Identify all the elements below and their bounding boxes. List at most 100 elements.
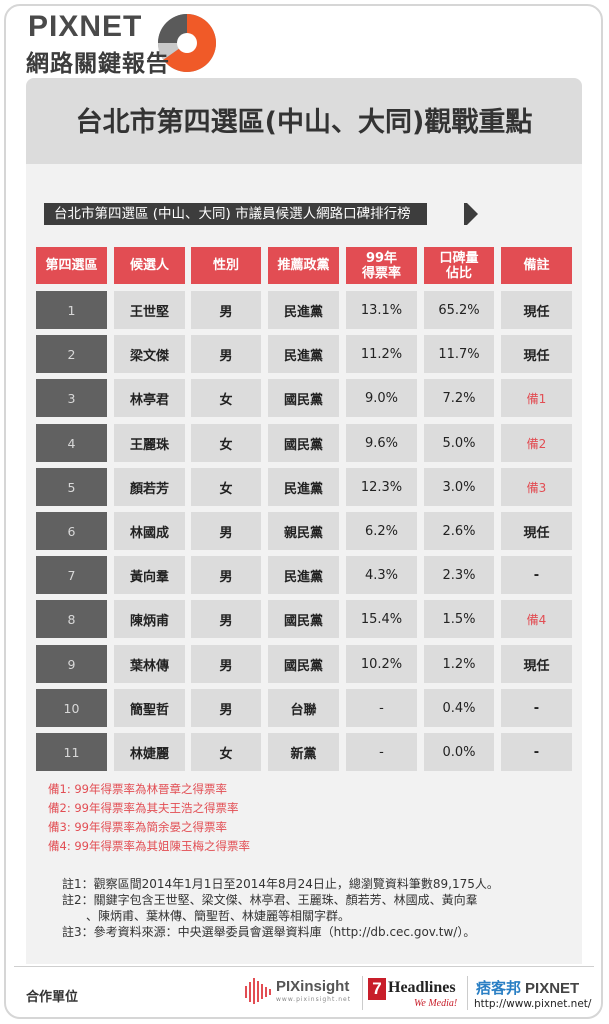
cell-vote-rate: -	[346, 689, 417, 727]
cell-vote-rate: 10.2%	[346, 645, 417, 683]
cell-party: 民進黨	[268, 291, 339, 329]
cell-candidate: 葉林傳	[114, 645, 185, 683]
cell-district: 8	[36, 600, 107, 638]
header-party: 推薦政黨	[268, 247, 339, 284]
cell-party: 國民黨	[268, 645, 339, 683]
cell-gender: 女	[191, 468, 261, 506]
cell-candidate: 王世堅	[114, 291, 185, 329]
cell-candidate: 王麗珠	[114, 424, 185, 462]
cell-district: 6	[36, 512, 107, 550]
pixinsight-logo: PIXinsight	[276, 978, 350, 995]
header-district: 第四選區	[36, 247, 107, 284]
cell-district: 2	[36, 335, 107, 373]
bei-note-2: 備2: 99年得票率為其夫王浩之得票率	[48, 801, 239, 815]
cell-vote-rate: 9.0%	[346, 379, 417, 417]
cell-share: 2.6%	[424, 512, 494, 550]
pixnet-logo-text: PIXNET	[28, 10, 143, 43]
cell-candidate: 林亭君	[114, 379, 185, 417]
cell-remark: 備3	[501, 468, 572, 506]
cell-vote-rate: 9.6%	[346, 424, 417, 462]
footnote-2-cont: 、陳炳甫、葉林傳、簡聖哲、林婕麗等相關字群。	[62, 909, 351, 923]
cell-gender: 女	[191, 379, 261, 417]
cell-remark: 現任	[501, 645, 572, 683]
cell-party: 國民黨	[268, 424, 339, 462]
cell-candidate: 林婕麗	[114, 733, 185, 771]
cell-share: 1.2%	[424, 645, 494, 683]
cell-share: 3.0%	[424, 468, 494, 506]
header-vote-rate-label: 99年 得票率	[361, 250, 401, 281]
cell-district: 9	[36, 645, 107, 683]
cell-vote-rate: 6.2%	[346, 512, 417, 550]
header-vote-rate: 99年 得票率	[346, 247, 417, 284]
table-subtitle: 台北市第四選區 (中山、大同) 市議員候選人網路口碑排行榜	[44, 203, 427, 225]
pixnet-brand: 痞客邦 PIXNET	[476, 977, 579, 998]
pixnet-url: http://www.pixnet.net/	[474, 998, 592, 1010]
partner-label: 合作單位	[26, 990, 79, 1005]
cell-district: 5	[36, 468, 107, 506]
header-candidate: 候選人	[114, 247, 185, 284]
cell-gender: 女	[191, 424, 261, 462]
cell-vote-rate: 4.3%	[346, 556, 417, 594]
cell-gender: 女	[191, 733, 261, 771]
cell-party: 民進黨	[268, 556, 339, 594]
cell-share: 5.0%	[424, 424, 494, 462]
cell-candidate: 梁文傑	[114, 335, 185, 373]
cell-district: 1	[36, 291, 107, 329]
cell-party: 民進黨	[268, 335, 339, 373]
cell-vote-rate: 12.3%	[346, 468, 417, 506]
pixnet-brand-cn: 痞客邦	[476, 979, 522, 997]
cell-gender: 男	[191, 689, 261, 727]
cell-candidate: 顏若芳	[114, 468, 185, 506]
cell-remark: 備4	[501, 600, 572, 638]
subtitle-arrow-icon	[464, 203, 478, 225]
cell-share: 0.0%	[424, 733, 494, 771]
cell-district: 10	[36, 689, 107, 727]
cell-vote-rate: 11.2%	[346, 335, 417, 373]
cell-remark: 現任	[501, 291, 572, 329]
cell-remark: 備1	[501, 379, 572, 417]
cell-gender: 男	[191, 512, 261, 550]
cell-remark: -	[501, 689, 572, 727]
cell-district: 11	[36, 733, 107, 771]
cell-candidate: 林國成	[114, 512, 185, 550]
cell-district: 4	[36, 424, 107, 462]
cell-party: 親民黨	[268, 512, 339, 550]
cell-gender: 男	[191, 645, 261, 683]
headlines-logo: Headlines	[388, 979, 456, 996]
bei-note-1: 備1: 99年得票率為林晉章之得票率	[48, 782, 227, 796]
header-share: 口碑量 佔比	[424, 247, 494, 284]
cell-remark: -	[501, 556, 572, 594]
cell-remark: -	[501, 733, 572, 771]
footer-divider-2	[467, 976, 468, 1010]
cell-vote-rate: -	[346, 733, 417, 771]
cell-share: 11.7%	[424, 335, 494, 373]
cell-remark: 備2	[501, 424, 572, 462]
title-banner: 台北市第四選區(中山、大同)觀戰重點	[26, 78, 582, 164]
pixinsight-bars-icon	[245, 978, 271, 1004]
cell-vote-rate: 13.1%	[346, 291, 417, 329]
cell-remark: 現任	[501, 335, 572, 373]
cell-party: 民進黨	[268, 468, 339, 506]
headlines-number: 7	[368, 978, 386, 1000]
cell-share: 2.3%	[424, 556, 494, 594]
cell-remark: 現任	[501, 512, 572, 550]
cell-gender: 男	[191, 291, 261, 329]
cell-district: 7	[36, 556, 107, 594]
pixnet-brand-en: PIXNET	[525, 980, 580, 997]
cell-party: 國民黨	[268, 600, 339, 638]
cell-share: 0.4%	[424, 689, 494, 727]
cell-party: 國民黨	[268, 379, 339, 417]
cell-share: 1.5%	[424, 600, 494, 638]
header-remark: 備註	[501, 247, 572, 284]
cell-candidate: 簡聖哲	[114, 689, 185, 727]
footnote-2: 註2：關鍵字包含王世堅、梁文傑、林亭君、王麗珠、顏若芳、林國成、黃向羣	[62, 893, 478, 907]
cell-share: 7.2%	[424, 379, 494, 417]
footnote-3: 註3：參考資料來源：中央選舉委員會選舉資料庫（http://db.cec.gov…	[62, 925, 476, 939]
footnote-1: 註1：觀察區間2014年1月1日至2014年8月24日止，總瀏覽資料筆數89,1…	[62, 877, 499, 891]
page-title: 台北市第四選區(中山、大同)觀戰重點	[75, 107, 533, 138]
cell-candidate: 黃向羣	[114, 556, 185, 594]
cell-candidate: 陳炳甫	[114, 600, 185, 638]
cell-share: 65.2%	[424, 291, 494, 329]
footer-divider	[14, 966, 594, 967]
footer-divider-1	[362, 976, 363, 1010]
